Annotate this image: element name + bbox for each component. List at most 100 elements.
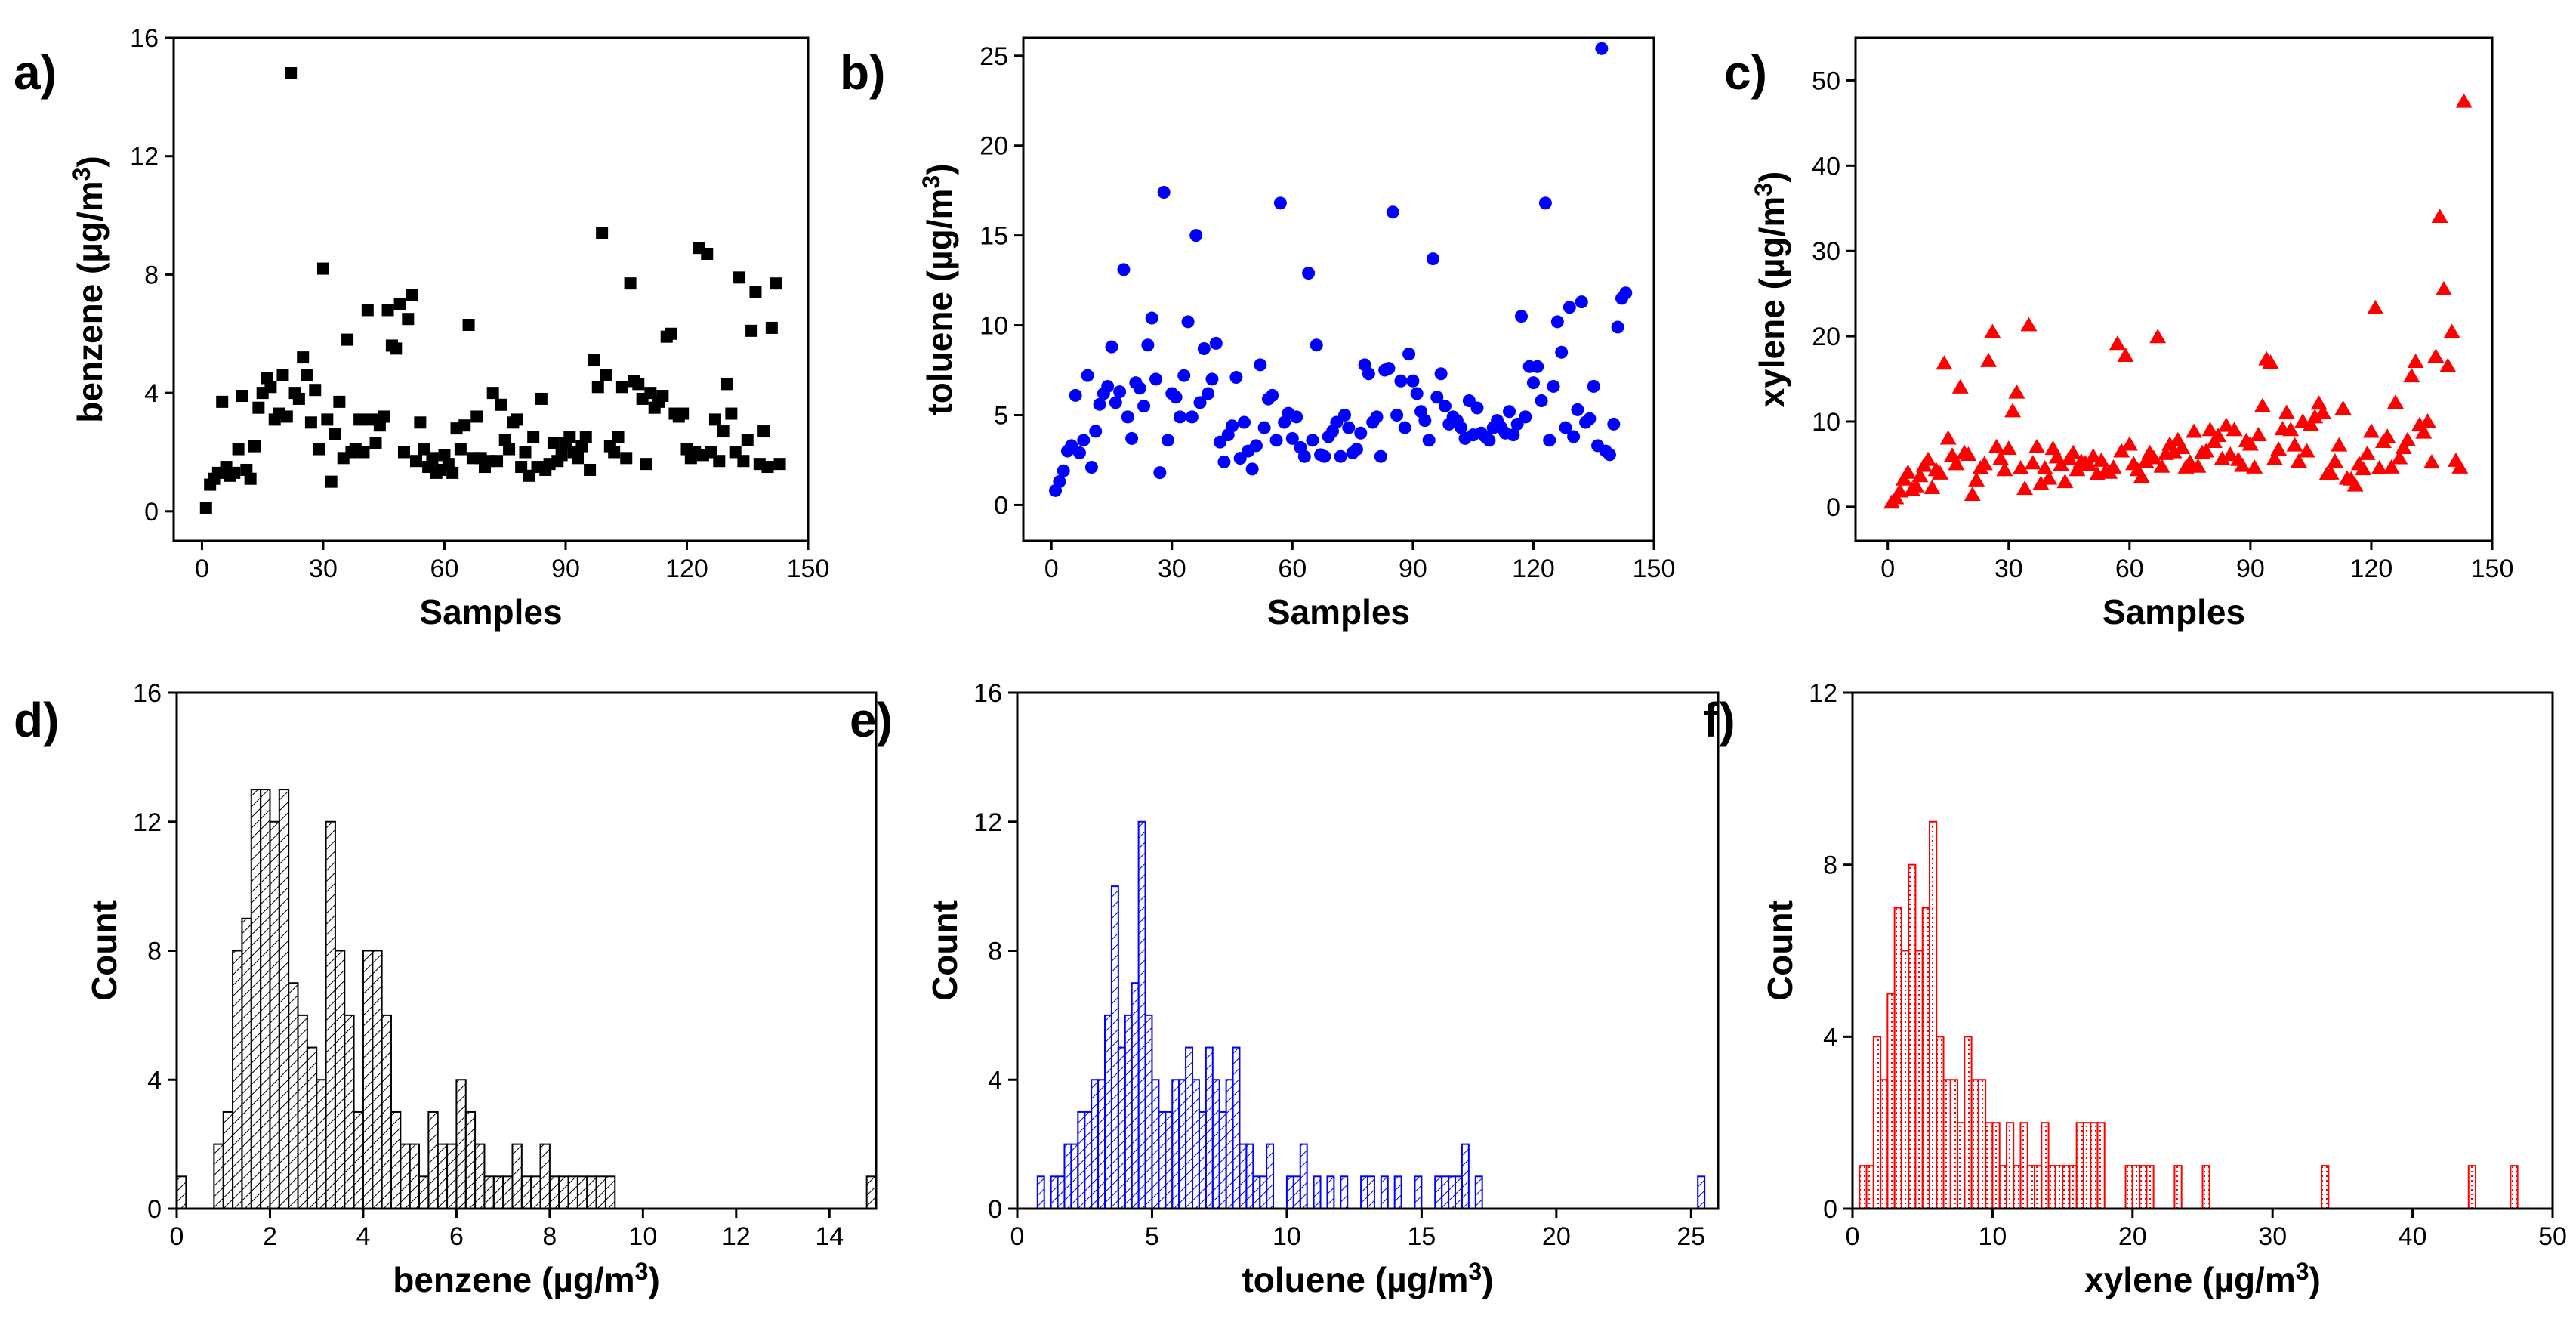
histogram-bar — [520, 1175, 532, 1209]
x-axis-title-superscript: 3 — [2296, 1258, 2309, 1285]
histogram-bar — [1326, 1175, 1335, 1209]
scatter-point — [600, 369, 612, 381]
y-axis-title-main: benzene (µg/m — [70, 181, 110, 422]
scatter-point — [1133, 381, 1146, 395]
scatter-point — [458, 419, 471, 432]
panel-c-xylene-scatter: c) 0 30 60 90 120 150 0 10 20 30 40 50 Samples xylene … — [1724, 36, 2514, 632]
x-tick-label: 2 — [263, 1222, 277, 1251]
scatter-point — [301, 369, 313, 381]
histogram-bar — [865, 1175, 877, 1209]
scatter-point — [2065, 444, 2082, 459]
scatter-point — [1109, 396, 1122, 409]
panel-letter: f) — [1703, 693, 1735, 747]
scatter-point — [2286, 437, 2303, 452]
scatter-point — [608, 446, 621, 459]
scatter-point — [2081, 456, 2098, 471]
histogram-bar — [1252, 1175, 1261, 1209]
histogram-bar — [1957, 1122, 1966, 1209]
scatter-point — [2012, 460, 2029, 475]
scatter-point — [1269, 434, 1283, 447]
histogram-bar — [1110, 885, 1119, 1209]
scatter-point — [244, 472, 257, 485]
x-tick-label: 120 — [665, 554, 708, 583]
scatter-point — [390, 342, 403, 355]
scatter-point — [2056, 474, 2074, 489]
histogram-bar — [1313, 1175, 1322, 1209]
scatter-point — [1089, 425, 1103, 438]
scatter-point — [1960, 446, 1977, 461]
histogram-bar — [1393, 1175, 1402, 1209]
histogram-bar — [2069, 1165, 2078, 1210]
x-tick-label: 4 — [356, 1222, 370, 1251]
y-tick-label: 5 — [994, 402, 1008, 431]
scatter-point — [1571, 403, 1584, 416]
histogram-bar — [492, 1175, 504, 1209]
y-tick-label: 4 — [144, 379, 159, 408]
scatter-point — [1285, 431, 1299, 445]
histogram-bar — [2013, 1165, 2022, 1210]
scatter-point — [2149, 329, 2167, 344]
histogram-bar — [1697, 1175, 1706, 1209]
histogram-bar — [539, 1143, 551, 1209]
x-tick-label: 0 — [170, 1222, 184, 1251]
panel-f-xylene-histogram: f) 0 10 20 30 40 50 0 4 8 12 xylene (µg/m3) Count — [1703, 679, 2567, 1299]
y-tick-label: 16 — [133, 679, 162, 708]
scatter-point — [2371, 460, 2388, 475]
histogram-bar — [418, 1175, 430, 1209]
scatter-point — [579, 431, 592, 443]
histogram-bar — [2139, 1165, 2148, 1210]
scatter-point — [1072, 446, 1086, 459]
histogram-bar — [1205, 1046, 1214, 1209]
y-tick-label: 8 — [1823, 851, 1837, 880]
histogram-bar — [1908, 863, 1917, 1209]
scatter-point — [2314, 404, 2331, 419]
axes-frame — [1851, 691, 2554, 1210]
histogram-bar — [576, 1175, 588, 1209]
histogram-bar — [1414, 1175, 1423, 1209]
histogram-bar — [1942, 1079, 1951, 1209]
scatter-point — [1084, 460, 1098, 474]
scatter-point — [2443, 323, 2460, 338]
scatter-point — [397, 446, 410, 459]
scatter-point — [2145, 449, 2162, 465]
scatter-point — [2310, 395, 2328, 410]
histogram-bar — [400, 1143, 411, 1209]
x-axis-title: Samples — [419, 592, 562, 632]
scatter-point — [1053, 475, 1066, 489]
histogram-bar — [1865, 1165, 1874, 1210]
histogram-bar — [2173, 1165, 2183, 1210]
histogram-bar — [1124, 1014, 1133, 1209]
axes-frame — [1854, 36, 2494, 542]
scatter-point — [1177, 369, 1191, 382]
scatter-point — [2395, 439, 2412, 454]
histogram-bar — [2041, 1122, 2050, 1209]
histogram-bar — [1137, 820, 1146, 1209]
scatter-point — [316, 262, 329, 275]
scatter-point — [357, 446, 370, 459]
scatter-point — [1514, 310, 1528, 323]
scatter-point — [665, 327, 677, 340]
scatter-point — [2346, 477, 2364, 492]
x-tick-label: 6 — [449, 1222, 464, 1251]
histogram-bar — [344, 1014, 355, 1209]
scatter-point — [1394, 374, 1408, 388]
scatter-point — [1603, 448, 1616, 462]
scatter-point — [2266, 450, 2283, 465]
x-tick-label: 150 — [2471, 554, 2514, 583]
scatter-point — [1121, 410, 1134, 424]
scatter-point — [2282, 422, 2300, 437]
scatter-point — [2331, 437, 2348, 452]
histogram-bar — [1448, 1175, 1456, 1209]
scatter-point — [1964, 487, 1981, 502]
y-tick-label: 8 — [988, 938, 1002, 966]
x-axis-title-superscript: 3 — [635, 1258, 649, 1285]
panel-d-benzene-histogram: d) 0 2 4 6 8 10 12 14 0 4 8 12 16 benzene (µg/m3) Count — [14, 679, 878, 1299]
scatter-point — [2427, 348, 2445, 363]
histogram-bar — [325, 820, 336, 1209]
scatter-point — [2435, 281, 2452, 295]
histogram-bar — [334, 950, 346, 1209]
panel-letter: c) — [1724, 45, 1767, 100]
y-tick-label: 0 — [144, 498, 159, 527]
scatter-point — [2241, 436, 2259, 451]
scatter-point — [462, 319, 475, 332]
